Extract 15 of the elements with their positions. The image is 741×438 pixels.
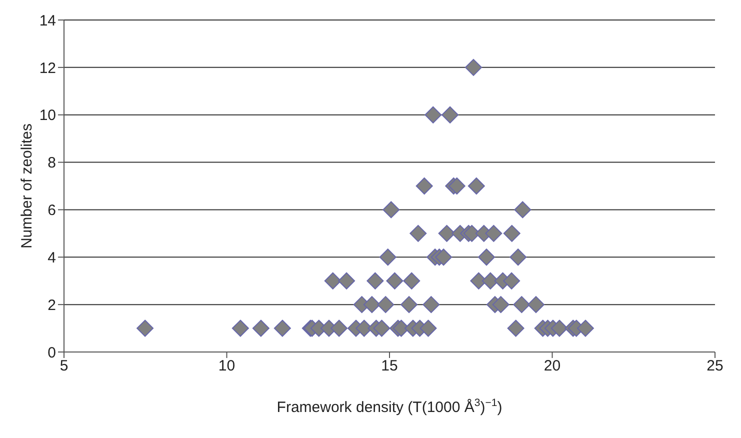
y-tick-label: 0 [48, 344, 56, 362]
x-axis-title: Framework density (T(1000 Å$^{3}$)$^{−1}$) [276, 397, 502, 416]
y-tick-label: 2 [48, 296, 56, 314]
y-tick-label: 14 [39, 12, 56, 30]
y-tick-label: 4 [48, 249, 56, 266]
y-axis-title: Number of zeolites [18, 123, 36, 249]
x-tick-label: 20 [544, 358, 561, 375]
x-tick-label: 15 [381, 358, 398, 375]
y-tick-label: 8 [48, 154, 56, 172]
y-tick-label: 6 [48, 202, 56, 220]
x-tick-label: 25 [706, 358, 724, 375]
y-tick-label: 12 [39, 60, 56, 77]
x-tick-label: 5 [60, 358, 68, 375]
x-tick-label: 10 [218, 358, 236, 375]
y-tick-label: 10 [39, 107, 56, 124]
